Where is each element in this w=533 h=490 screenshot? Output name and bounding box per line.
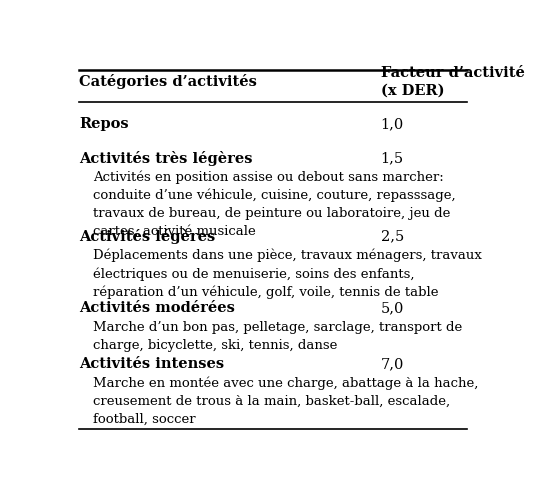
Text: Activités modérées: Activités modérées	[79, 301, 235, 315]
Text: Repos: Repos	[79, 117, 128, 131]
Text: Marche en montée avec une charge, abattage à la hache,: Marche en montée avec une charge, abatta…	[93, 376, 479, 390]
Text: football, soccer: football, soccer	[93, 413, 196, 426]
Text: Facteur d’activité
(x DER): Facteur d’activité (x DER)	[381, 66, 524, 98]
Text: Marche d’un bon pas, pelletage, sarclage, transport de: Marche d’un bon pas, pelletage, sarclage…	[93, 320, 463, 334]
Text: travaux de bureau, de peinture ou laboratoire, jeu de: travaux de bureau, de peinture ou labora…	[93, 207, 451, 220]
Text: Déplacements dans une pièce, travaux ménagers, travaux: Déplacements dans une pièce, travaux mén…	[93, 249, 482, 263]
Text: 7,0: 7,0	[381, 357, 404, 371]
Text: creusement de trous à la main, basket-ball, escalade,: creusement de trous à la main, basket-ba…	[93, 394, 450, 408]
Text: cartes, activité musicale: cartes, activité musicale	[93, 225, 256, 238]
Text: 5,0: 5,0	[381, 301, 404, 315]
Text: Activités intenses: Activités intenses	[79, 357, 224, 371]
Text: réparation d’un véhicule, golf, voile, tennis de table: réparation d’un véhicule, golf, voile, t…	[93, 285, 439, 299]
Text: 1,5: 1,5	[381, 151, 403, 165]
Text: 2,5: 2,5	[381, 229, 404, 244]
Text: 1,0: 1,0	[381, 117, 404, 131]
Text: charge, bicyclette, ski, tennis, danse: charge, bicyclette, ski, tennis, danse	[93, 339, 338, 352]
Text: Catégories d’activités: Catégories d’activités	[79, 74, 257, 89]
Text: électriques ou de menuiserie, soins des enfants,: électriques ou de menuiserie, soins des …	[93, 267, 415, 281]
Text: Activités légères: Activités légères	[79, 229, 215, 245]
Text: conduite d’une véhicule, cuisine, couture, repasssage,: conduite d’une véhicule, cuisine, coutur…	[93, 189, 456, 202]
Text: Activités en position assise ou debout sans marcher:: Activités en position assise ou debout s…	[93, 171, 444, 184]
Text: Activités très légères: Activités très légères	[79, 151, 253, 166]
